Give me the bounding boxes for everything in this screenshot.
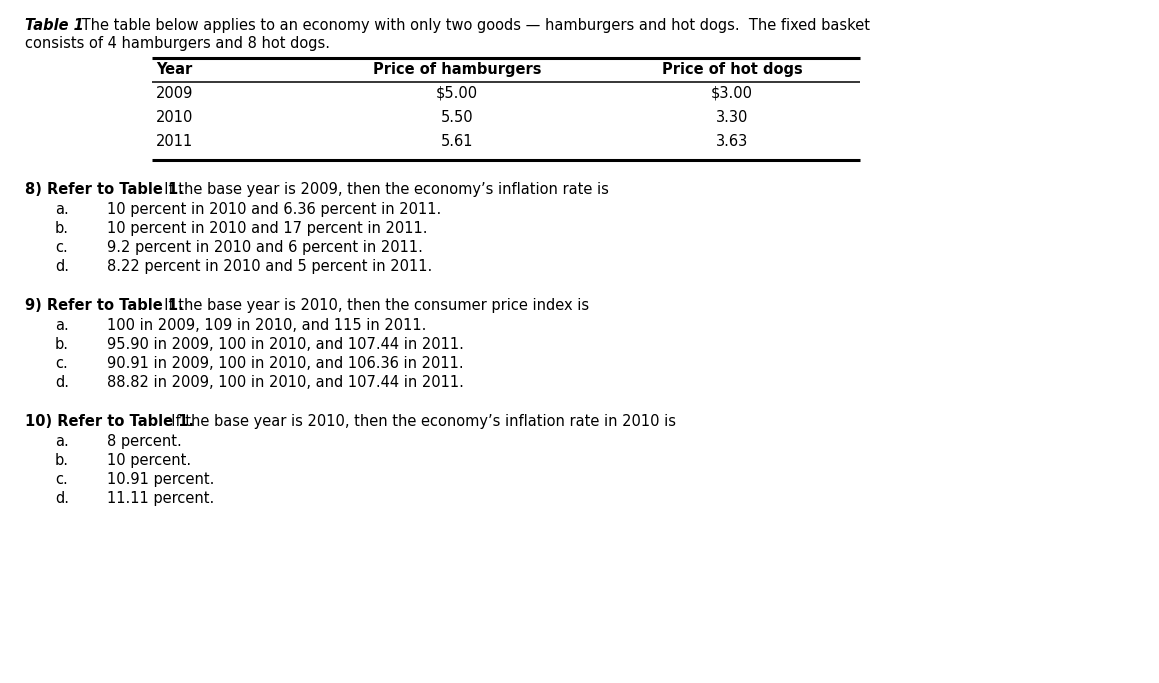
Text: Table 1: Table 1 — [25, 18, 83, 33]
Text: If the base year is 2010, then the consumer price index is: If the base year is 2010, then the consu… — [155, 298, 589, 313]
Text: c.: c. — [54, 240, 67, 255]
Text: 2011: 2011 — [156, 134, 194, 149]
Text: 8.22 percent in 2010 and 5 percent in 2011.: 8.22 percent in 2010 and 5 percent in 20… — [107, 259, 432, 274]
Text: Year: Year — [156, 62, 192, 77]
Text: d.: d. — [54, 259, 70, 274]
Text: a.: a. — [54, 434, 68, 449]
Text: consists of 4 hamburgers and 8 hot dogs.: consists of 4 hamburgers and 8 hot dogs. — [25, 36, 330, 51]
Text: Price of hot dogs: Price of hot dogs — [662, 62, 802, 77]
Text: a.: a. — [54, 318, 68, 333]
Text: 100 in 2009, 109 in 2010, and 115 in 2011.: 100 in 2009, 109 in 2010, and 115 in 201… — [107, 318, 427, 333]
Text: If the base year is 2009, then the economy’s inflation rate is: If the base year is 2009, then the econo… — [155, 182, 608, 197]
Text: 10) Refer to Table 1.: 10) Refer to Table 1. — [25, 414, 194, 429]
Text: 10 percent.: 10 percent. — [107, 453, 191, 468]
Text: 10.91 percent.: 10.91 percent. — [107, 472, 214, 487]
Text: b.: b. — [54, 453, 70, 468]
Text: 8 percent.: 8 percent. — [107, 434, 182, 449]
Text: 9.2 percent in 2010 and 6 percent in 2011.: 9.2 percent in 2010 and 6 percent in 201… — [107, 240, 423, 255]
Text: 5.61: 5.61 — [440, 134, 473, 149]
Text: b.: b. — [54, 337, 70, 352]
Text: If the base year is 2010, then the economy’s inflation rate in 2010 is: If the base year is 2010, then the econo… — [161, 414, 676, 429]
Text: Price of hamburgers: Price of hamburgers — [373, 62, 541, 77]
Text: b.: b. — [54, 221, 70, 236]
Text: 88.82 in 2009, 100 in 2010, and 107.44 in 2011.: 88.82 in 2009, 100 in 2010, and 107.44 i… — [107, 375, 464, 390]
Text: 9) Refer to Table 1.: 9) Refer to Table 1. — [25, 298, 184, 313]
Text: 95.90 in 2009, 100 in 2010, and 107.44 in 2011.: 95.90 in 2009, 100 in 2010, and 107.44 i… — [107, 337, 464, 352]
Text: 11.11 percent.: 11.11 percent. — [107, 491, 214, 506]
Text: 10 percent in 2010 and 17 percent in 2011.: 10 percent in 2010 and 17 percent in 201… — [107, 221, 428, 236]
Text: c.: c. — [54, 472, 67, 487]
Text: a.: a. — [54, 202, 68, 217]
Text: 3.30: 3.30 — [716, 110, 749, 125]
Text: 5.50: 5.50 — [440, 110, 473, 125]
Text: d.: d. — [54, 375, 70, 390]
Text: 2009: 2009 — [156, 86, 194, 101]
Text: $5.00: $5.00 — [436, 86, 478, 101]
Text: d.: d. — [54, 491, 70, 506]
Text: $3.00: $3.00 — [710, 86, 753, 101]
Text: c.: c. — [54, 356, 67, 371]
Text: 3.63: 3.63 — [716, 134, 748, 149]
Text: 90.91 in 2009, 100 in 2010, and 106.36 in 2011.: 90.91 in 2009, 100 in 2010, and 106.36 i… — [107, 356, 464, 371]
Text: 8) Refer to Table 1.: 8) Refer to Table 1. — [25, 182, 184, 197]
Text: 10 percent in 2010 and 6.36 percent in 2011.: 10 percent in 2010 and 6.36 percent in 2… — [107, 202, 442, 217]
Text: The table below applies to an economy with only two goods — hamburgers and hot d: The table below applies to an economy wi… — [76, 18, 870, 33]
Text: 2010: 2010 — [156, 110, 194, 125]
